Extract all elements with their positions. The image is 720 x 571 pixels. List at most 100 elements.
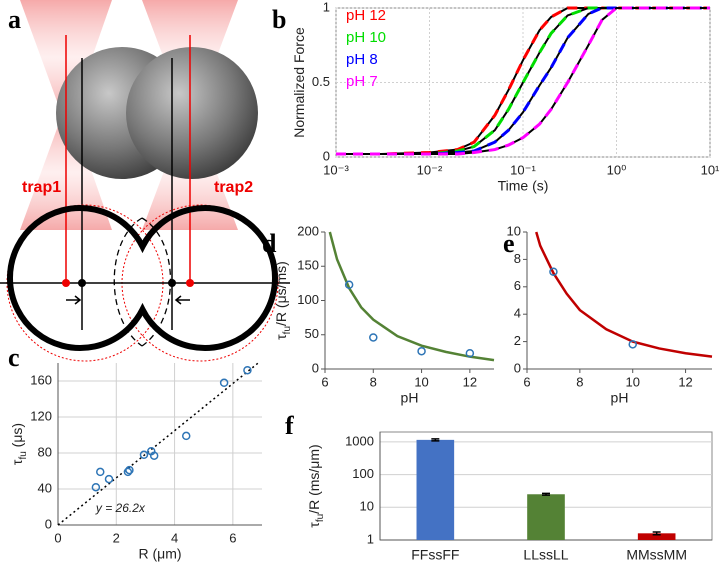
trap-label: trap1 — [22, 179, 61, 196]
y-axis-label: τfu/R (ms/μm) — [306, 444, 326, 527]
y-tick-label: 1000 — [345, 433, 374, 448]
center-dot — [168, 279, 176, 287]
panel-label: a — [8, 5, 21, 34]
panel-a: a trap1 trap2 — [0, 0, 290, 362]
x-tick-label: 8 — [370, 374, 377, 389]
point — [139, 450, 149, 460]
y-tick-label: 10 — [507, 223, 521, 238]
legend-label: pH 8 — [346, 51, 378, 68]
x-tick-label: FFssFF — [411, 547, 459, 563]
point — [123, 467, 133, 477]
point — [628, 340, 637, 349]
point — [344, 280, 354, 289]
outline — [6, 205, 279, 351]
y-tick-label: 100 — [352, 466, 374, 481]
y-tick-label: 40 — [38, 480, 52, 495]
y-tick-label: 4 — [514, 306, 521, 321]
error-bar — [431, 438, 440, 442]
y-tick-label: 80 — [38, 444, 52, 459]
bar — [527, 494, 565, 540]
x-axis-label: R (μm) — [138, 546, 181, 562]
x-tick-label: 6 — [229, 530, 236, 545]
y-tick-label: 8 — [514, 251, 521, 266]
panel-label: e — [503, 229, 515, 258]
x-tick-label: 12 — [463, 374, 477, 389]
point — [149, 451, 159, 460]
y-tick-label: 0 — [45, 516, 52, 531]
point — [465, 348, 475, 358]
x-tick-label: 12 — [678, 374, 692, 389]
x-tick-label: 10 — [414, 374, 428, 389]
arrow — [66, 295, 190, 305]
y-tick-label: 0.5 — [312, 74, 330, 89]
y-tick-label: 10 — [360, 499, 374, 514]
label-part: τ — [306, 522, 322, 528]
line — [336, 6, 710, 156]
x-tick-label: 10⁻³ — [323, 162, 349, 177]
panel-label: b — [272, 5, 286, 34]
x-axis-label: pH — [401, 390, 419, 406]
point — [91, 482, 101, 492]
y-tick-label: 200 — [297, 223, 319, 238]
center-dot — [78, 279, 86, 287]
x-tick-label: 10⁻² — [417, 162, 443, 177]
y-tick-label: 120 — [30, 408, 52, 423]
legend-label: pH 10 — [346, 29, 386, 46]
label-part: fu — [18, 451, 29, 459]
plot-frame — [527, 232, 712, 369]
legend-label: pH 12 — [346, 7, 386, 24]
y-tick-label: 100 — [297, 292, 319, 307]
label-part: τ — [273, 334, 289, 340]
x-tick-label: 4 — [171, 530, 178, 545]
error-bar — [542, 492, 550, 496]
y-tick-label: 0 — [514, 360, 521, 375]
label-part: fu — [282, 326, 293, 334]
point — [369, 333, 378, 342]
label-part: (μs) — [9, 423, 25, 451]
plot-frame — [58, 363, 262, 525]
y-axis-label: τfu (μs) — [9, 423, 29, 465]
y-tick-label: 0 — [312, 360, 319, 375]
x-tick-label: 0 — [54, 530, 61, 545]
label-part: τ — [9, 459, 25, 465]
bar — [416, 439, 455, 540]
bar — [637, 533, 676, 540]
point — [549, 267, 558, 276]
point — [181, 431, 191, 441]
x-tick-label: 8 — [576, 374, 583, 389]
panel-label: c — [8, 343, 20, 372]
x-tick-label: 10⁰ — [607, 162, 627, 177]
point — [243, 365, 252, 375]
fit-label: y = 26.2x — [95, 501, 146, 515]
y-tick-label: 6 — [514, 278, 521, 293]
x-tick-label: 10⁻¹ — [510, 162, 536, 177]
x-tick-label: 6 — [523, 374, 530, 389]
plot-frame — [325, 232, 494, 369]
x-axis-label: Time (s) — [498, 178, 549, 194]
label-part: /R (ms/μm) — [306, 444, 322, 514]
y-axis-label: Normalized Force — [291, 27, 307, 138]
panel-label: f — [285, 411, 294, 440]
x-tick-label: 2 — [113, 530, 120, 545]
y-tick-label: 1 — [323, 0, 330, 14]
x-tick-label: MMssMM — [626, 547, 687, 563]
point — [125, 465, 134, 475]
x-tick-label: 6 — [321, 374, 328, 389]
y-tick-label: 2 — [514, 333, 521, 348]
label-part: fu — [315, 514, 326, 522]
x-axis-label: pH — [611, 390, 629, 406]
trap-dot — [62, 279, 70, 287]
label-part: /R (μs/ms) — [273, 261, 289, 326]
y-tick-label: 150 — [297, 258, 319, 273]
label-part: Normalized Force — [291, 27, 307, 138]
y-tick-label: 50 — [305, 326, 319, 341]
y-axis-label: τfu/R (μs/ms) — [273, 261, 293, 340]
fit-line — [57, 362, 259, 526]
trap-dot — [186, 279, 194, 287]
y-tick-label: 0 — [323, 148, 330, 163]
panel-label: d — [262, 229, 277, 258]
trap-label: trap2 — [214, 179, 253, 196]
point — [96, 467, 105, 477]
x-tick-label: 10 — [625, 374, 639, 389]
